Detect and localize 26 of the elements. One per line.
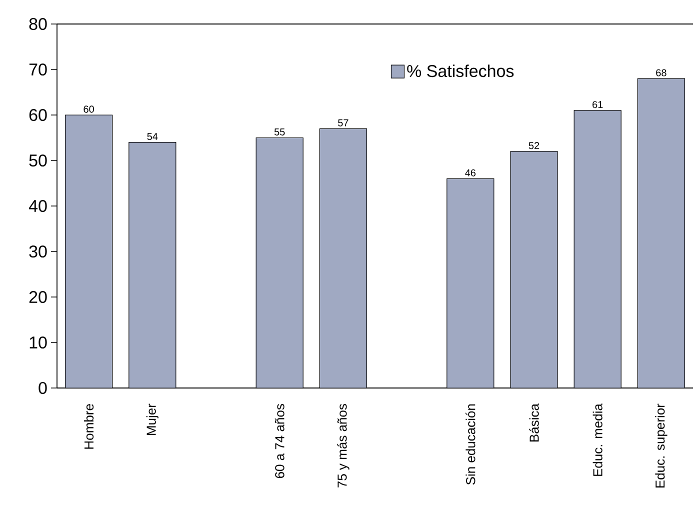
data-label: 46 bbox=[465, 169, 476, 176]
y-tick-label: 50 bbox=[29, 154, 47, 167]
y-tick-label: 60 bbox=[29, 108, 47, 122]
y-tick-label: 0 bbox=[38, 382, 47, 394]
y-tick-label: 80 bbox=[29, 18, 47, 30]
y-tick-label: 10 bbox=[30, 336, 47, 349]
y-tick-label: 70 bbox=[29, 63, 47, 76]
y-tick-label: 20 bbox=[29, 290, 47, 304]
x-tick-label: Hombre bbox=[84, 404, 94, 449]
x-tick-label: Educ. superior bbox=[655, 404, 668, 488]
data-label: 55 bbox=[274, 128, 285, 136]
data-label: 57 bbox=[338, 119, 348, 126]
x-tick-label: Mujer bbox=[146, 404, 158, 435]
y-tick-label: 40 bbox=[28, 200, 47, 212]
data-label: 61 bbox=[592, 101, 603, 108]
x-tick-label: 60 a 74 años bbox=[274, 404, 284, 478]
x-tick-label: 75 y más años bbox=[337, 404, 350, 488]
data-label: 60 bbox=[84, 106, 94, 113]
x-tick-label: Sin educación bbox=[466, 404, 476, 485]
x-tick-label: Básica bbox=[529, 404, 539, 442]
data-label: 68 bbox=[656, 69, 666, 76]
x-tick-label: Educ. media bbox=[592, 404, 602, 476]
data-label: 54 bbox=[147, 133, 158, 140]
legend-label: % Satisfechos bbox=[407, 64, 514, 78]
y-tick-label: 30 bbox=[29, 245, 47, 258]
data-label: 52 bbox=[528, 142, 540, 150]
